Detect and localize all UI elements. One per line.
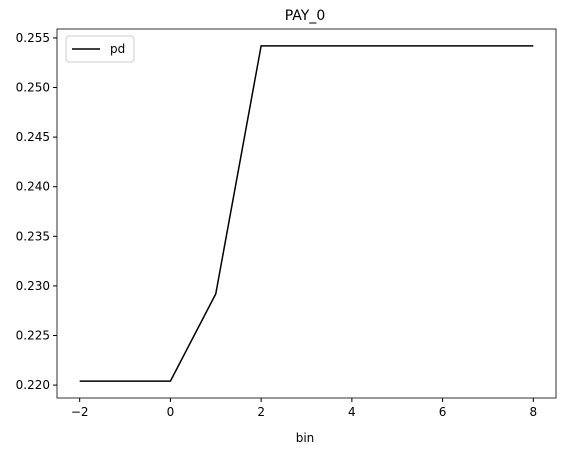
x-tick-label: 6 [439, 405, 447, 419]
y-tick-label: 0.220 [16, 378, 50, 392]
x-tick-label: 4 [348, 405, 356, 419]
legend-label: pd [110, 42, 125, 56]
x-tick-label: 8 [529, 405, 537, 419]
chart-title: PAY_0 [285, 8, 326, 24]
x-tick-label: 0 [167, 405, 175, 419]
y-tick-label: 0.250 [16, 81, 50, 95]
y-tick-label: 0.245 [16, 130, 50, 144]
y-tick-label: 0.235 [16, 229, 50, 243]
x-tick-label: −2 [71, 405, 89, 419]
y-tick-label: 0.255 [16, 31, 50, 45]
line [79, 45, 534, 382]
plot-frame [56, 28, 557, 399]
y-tick-label: 0.225 [16, 329, 50, 343]
x-tick-label: 2 [257, 405, 265, 419]
x-axis-label: bin [296, 431, 315, 445]
y-tick-label: 0.240 [16, 180, 50, 194]
y-tick-label: 0.230 [16, 279, 50, 293]
